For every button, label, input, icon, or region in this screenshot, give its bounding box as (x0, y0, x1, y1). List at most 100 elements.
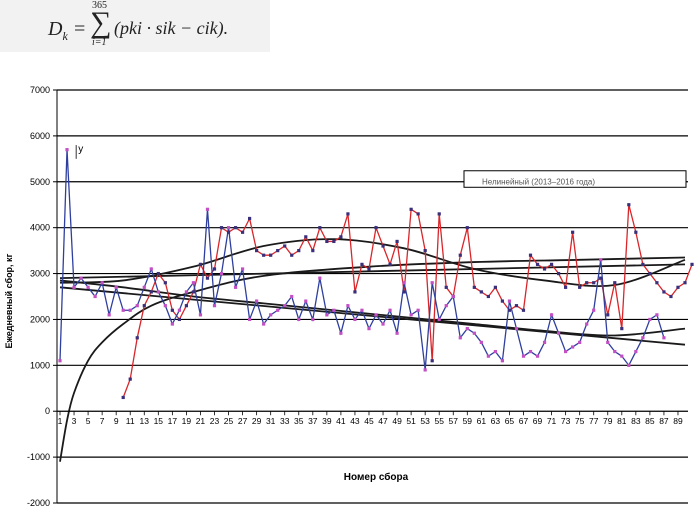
y-tick-labels: -2000 -1000 0 1000 2000 3000 4000 5000 6000 7000 (27, 85, 50, 508)
series-1-point (304, 235, 308, 239)
x-tick-label: 39 (322, 416, 332, 426)
series-2-point (521, 354, 526, 358)
series-2-point (212, 304, 217, 308)
series-1-point (311, 249, 315, 253)
series-2-point (346, 304, 350, 308)
series-2-point (486, 354, 490, 358)
series-2-point (311, 317, 315, 322)
series-2-point (655, 313, 659, 317)
series-1-point (248, 216, 252, 221)
series-2-point (641, 336, 645, 340)
series-2-point (248, 317, 252, 322)
series-2-point (409, 313, 413, 317)
series-1-point (219, 226, 224, 230)
series-1-point (528, 253, 533, 257)
series-1-point (255, 249, 259, 253)
x-tick-label: 85 (645, 416, 655, 426)
series-2-point (198, 313, 203, 317)
series-1-point (325, 239, 329, 244)
series-1-point (507, 308, 512, 312)
series-2-point (472, 331, 476, 335)
series-1-point (542, 267, 547, 271)
series-1-point (388, 262, 392, 266)
series-1-point (423, 249, 427, 253)
series-2-point (325, 313, 329, 317)
series-2-point (107, 313, 111, 317)
series-2-point (283, 304, 287, 308)
series-2-point (304, 299, 308, 303)
series-1-point (641, 262, 645, 266)
series-1-point (156, 271, 160, 276)
series-1-point (170, 308, 174, 312)
series-2-point (177, 308, 181, 312)
x-tick-label: 21 (196, 416, 206, 426)
series-1-point (620, 327, 624, 331)
series-1-point (240, 230, 245, 234)
formula-rhs: (pki · sik − cik). (114, 18, 229, 38)
series-1-point (198, 262, 203, 266)
series-2-point (290, 294, 294, 299)
series-1-point (500, 299, 505, 303)
series-1-point (346, 212, 350, 216)
x-tick-label: 65 (505, 416, 515, 426)
series-2-point (465, 327, 469, 331)
formula-sum-upper: 365 (92, 0, 107, 11)
series-2-point (542, 340, 547, 344)
series-2-point (360, 308, 364, 312)
legend-frame (463, 170, 687, 188)
y-tick-label: 5000 (30, 177, 50, 187)
series-1-point (339, 235, 343, 239)
series-1-point (521, 308, 526, 312)
y-tick-label: 4000 (30, 223, 50, 233)
series-1-point (676, 285, 680, 289)
series-2-point (592, 308, 596, 312)
x-tick-label: 67 (519, 416, 529, 426)
series-1-point (514, 304, 519, 308)
trend-line-log (59, 256, 686, 462)
series-2-point (388, 308, 392, 312)
series-1-point (444, 285, 448, 289)
series-2-point (135, 304, 139, 308)
x-tick-label: 41 (336, 416, 346, 426)
x-tick-label: 15 (154, 416, 164, 426)
series-1-point (395, 239, 399, 244)
series-2-point (535, 354, 540, 358)
series-2-point (332, 308, 336, 312)
series-2-point (507, 299, 512, 303)
series-2-point (578, 340, 582, 344)
x-tick-label: 7 (100, 416, 105, 426)
x-tick-label: 13 (140, 416, 150, 426)
series-1-point (374, 226, 378, 230)
series-1-point (283, 244, 287, 248)
series-1-point (606, 313, 610, 317)
series-1-point (479, 290, 483, 294)
series-2-point (142, 285, 146, 289)
x-tick-label: 83 (631, 416, 641, 426)
series-2-point (599, 258, 603, 262)
series-2-point (367, 327, 371, 331)
series-1-point (592, 281, 596, 285)
series-2-point (606, 340, 610, 344)
series-2-point (423, 368, 427, 372)
series-2-point (58, 359, 62, 363)
x-tick-label: 29 (252, 416, 262, 426)
x-tick-label: 73 (561, 416, 571, 426)
x-tick-label: 25 (224, 416, 234, 426)
series-1-point (318, 226, 322, 230)
series-2-point (72, 285, 76, 289)
series-1-point (163, 281, 167, 285)
x-tick-label: 19 (182, 416, 192, 426)
x-tick-label: 79 (603, 416, 613, 426)
series-2-point (353, 317, 357, 322)
series-1-point (332, 239, 336, 244)
series-1-point (458, 253, 462, 257)
x-tick-label: 89 (673, 416, 683, 426)
y-tick-label: 7000 (30, 85, 50, 95)
series-1-point (627, 203, 631, 207)
y-axis-label: Ежедневный сбор, кг (4, 253, 14, 348)
series-1-point (177, 317, 181, 322)
series-1-point (184, 304, 189, 308)
series-1-point (360, 262, 364, 266)
x-tick-label: 49 (392, 416, 402, 426)
series-1-point (262, 253, 266, 257)
